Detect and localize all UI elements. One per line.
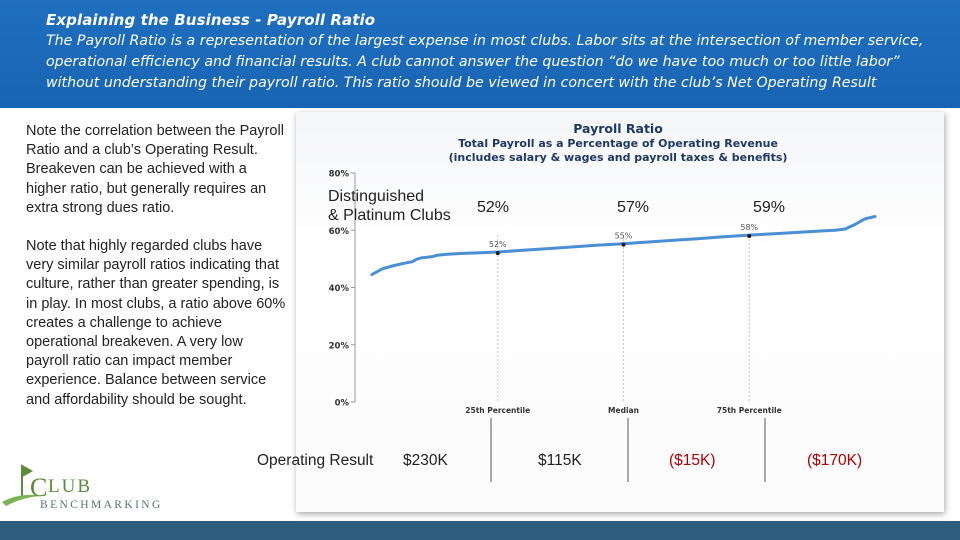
- chart-subtitle-line: Total Payroll as a Percentage of Operati…: [458, 137, 778, 150]
- club-benchmarking-logo: C LUB BENCHMARKING: [2, 464, 163, 511]
- chart-panel: [296, 112, 944, 512]
- green-swoosh-icon: [2, 494, 44, 506]
- y-tick-label: 40%: [329, 284, 350, 294]
- percentile-marker: [747, 233, 752, 238]
- percent-label-75th: 59%: [753, 199, 785, 216]
- percentile-marker: [495, 251, 500, 256]
- header-banner: Explaining the Business - Payroll Ratio …: [0, 0, 960, 108]
- footer-bar: [0, 521, 960, 540]
- golf-flag-icon: [21, 464, 34, 498]
- logo-word-benchmarking: BENCHMARKING: [40, 499, 163, 511]
- note-correlation: Note the correlation between the Payroll…: [26, 123, 284, 216]
- percentile-marker-label: 58%: [740, 223, 758, 232]
- y-tick-label: 0%: [335, 399, 350, 409]
- y-tick-label: 60%: [329, 227, 350, 237]
- y-tick-label: 20%: [329, 341, 350, 351]
- operating-result-value: $115K: [538, 452, 582, 469]
- segment-label-line: & Platinum Clubs: [328, 207, 451, 224]
- note-similar-ratios: Note that highly regarded clubs have ver…: [26, 238, 286, 408]
- percent-label-median: 57%: [617, 199, 649, 216]
- percentile-marker-label: 52%: [489, 240, 507, 249]
- logo-word-club: LUB: [48, 476, 92, 497]
- logo-initial: C: [30, 473, 47, 502]
- header-body-line: operational efficiency and financial res…: [46, 54, 900, 70]
- operating-result-value: ($15K): [669, 452, 716, 469]
- header-body: The Payroll Ratio is a representation of…: [46, 31, 946, 94]
- operating-result-value: ($170K): [807, 452, 862, 469]
- chart-title: Payroll Ratio: [573, 121, 663, 136]
- header-body-line: without understanding their payroll rati…: [46, 75, 877, 91]
- x-tick-label: Median: [608, 406, 639, 415]
- y-tick-label: 80%: [329, 170, 350, 180]
- operating-result-value: $230K: [403, 452, 448, 469]
- header-body-line: The Payroll Ratio is a representation of…: [46, 33, 924, 49]
- percent-label-25th: 52%: [477, 199, 509, 216]
- segment-label-line: Distinguished: [328, 188, 424, 205]
- percentile-marker: [621, 242, 626, 247]
- x-tick-label: 75th Percentile: [717, 406, 782, 415]
- percentile-marker-label: 55%: [615, 232, 633, 241]
- chart-subtitle-line: (includes salary & wages and payroll tax…: [449, 151, 788, 164]
- payroll-ratio-line: [370, 215, 877, 277]
- x-tick-label: 25th Percentile: [465, 406, 530, 415]
- header-title: Explaining the Business - Payroll Ratio: [46, 11, 376, 29]
- operating-result-label: Operating Result: [257, 452, 374, 469]
